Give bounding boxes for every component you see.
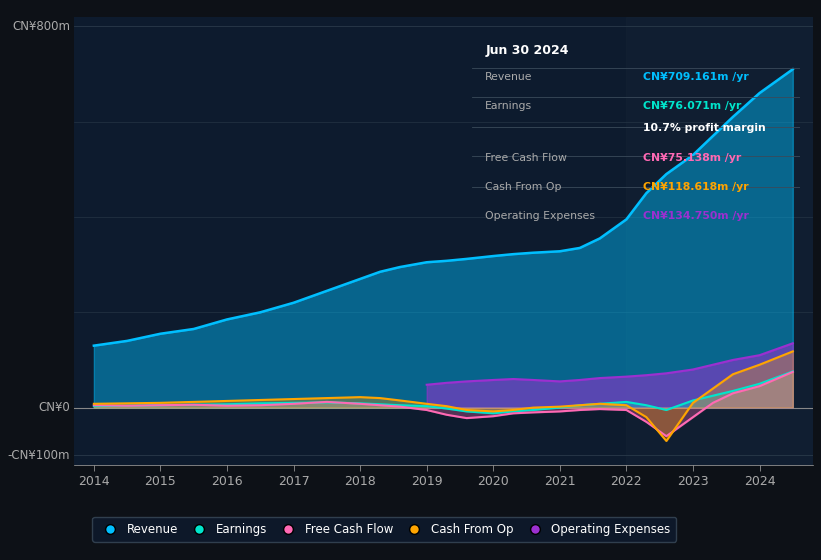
Text: 10.7% profit margin: 10.7% profit margin bbox=[643, 123, 766, 133]
Text: Operating Expenses: Operating Expenses bbox=[485, 211, 595, 221]
Text: Cash From Op: Cash From Op bbox=[485, 182, 562, 192]
Text: Earnings: Earnings bbox=[485, 100, 532, 110]
Text: CN¥709.161m /yr: CN¥709.161m /yr bbox=[643, 72, 749, 82]
Text: CN¥800m: CN¥800m bbox=[12, 20, 70, 33]
Text: Revenue: Revenue bbox=[485, 72, 533, 82]
Text: Jun 30 2024: Jun 30 2024 bbox=[485, 44, 569, 57]
Text: Free Cash Flow: Free Cash Flow bbox=[485, 153, 567, 163]
Bar bbox=[626, 17, 813, 465]
Legend: Revenue, Earnings, Free Cash Flow, Cash From Op, Operating Expenses: Revenue, Earnings, Free Cash Flow, Cash … bbox=[92, 517, 677, 542]
Text: CN¥0: CN¥0 bbox=[39, 401, 70, 414]
Text: CN¥75.138m /yr: CN¥75.138m /yr bbox=[643, 153, 741, 163]
Text: CN¥118.618m /yr: CN¥118.618m /yr bbox=[643, 182, 749, 192]
Text: CN¥134.750m /yr: CN¥134.750m /yr bbox=[643, 211, 749, 221]
Text: CN¥76.071m /yr: CN¥76.071m /yr bbox=[643, 100, 741, 110]
Text: -CN¥100m: -CN¥100m bbox=[7, 449, 70, 462]
